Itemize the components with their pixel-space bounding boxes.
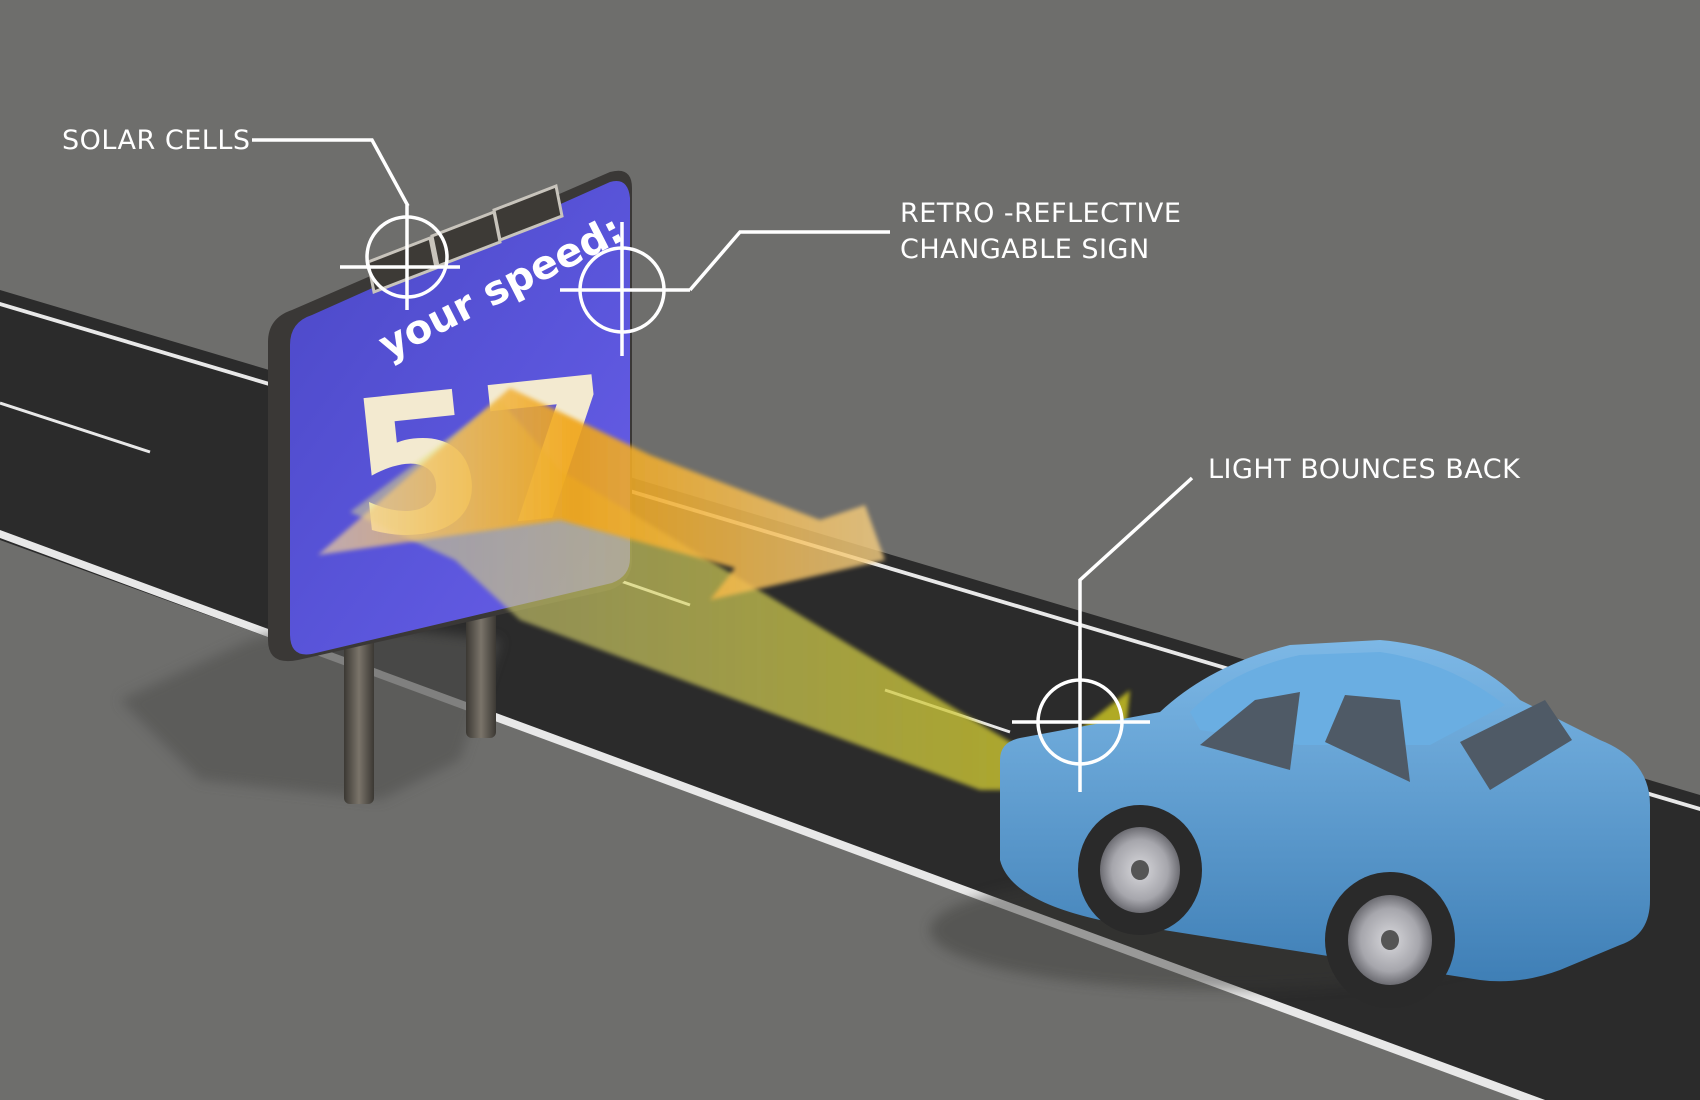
callout-solar-cells: SOLAR CELLS bbox=[62, 125, 460, 310]
car-window-back bbox=[1460, 700, 1572, 790]
callout-sign: RETRO -REFLECTIVE CHANGABLE SIGN bbox=[560, 198, 1181, 356]
car bbox=[1000, 640, 1650, 1008]
wheel-front bbox=[1078, 805, 1202, 935]
wheel-rear bbox=[1325, 872, 1455, 1008]
incoming-beam-arrow bbox=[318, 388, 885, 600]
reticle-solar-cells bbox=[340, 205, 460, 310]
label-sign-line1: RETRO -REFLECTIVE bbox=[900, 198, 1181, 229]
label-sign-line2: CHANGABLE SIGN bbox=[900, 234, 1150, 265]
car-window-front bbox=[1200, 692, 1300, 770]
solar-cells bbox=[366, 183, 564, 295]
sign-posts bbox=[344, 610, 496, 804]
lane-dash bbox=[0, 401, 151, 454]
sign-shadow bbox=[120, 620, 500, 800]
label-solar-cells: SOLAR CELLS bbox=[62, 125, 251, 156]
callout-light: LIGHT BOUNCES BACK bbox=[1012, 454, 1521, 792]
car-window-rear bbox=[1325, 695, 1410, 782]
light-beams bbox=[318, 388, 1130, 790]
label-light-bounces-back: LIGHT BOUNCES BACK bbox=[1208, 454, 1521, 485]
reticle-light bbox=[1012, 650, 1150, 792]
reticle-sign bbox=[560, 222, 690, 356]
